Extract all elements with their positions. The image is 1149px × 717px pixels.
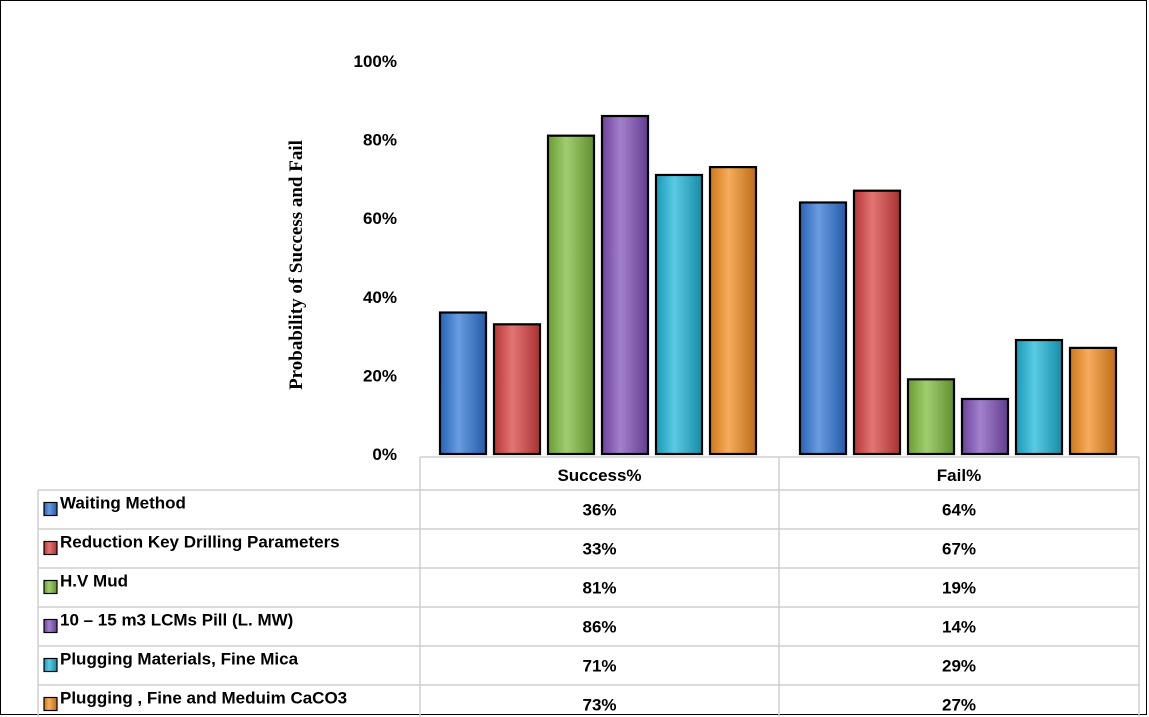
legend-label-5: Plugging Materials, Fine Mica — [60, 650, 299, 669]
data-label-success-6: 73% — [582, 696, 616, 715]
bar-fail-series-2 — [852, 189, 902, 456]
y-axis-label: Probability of Success and Fail — [286, 140, 307, 390]
legend-label-3: H.V Mud — [60, 572, 128, 591]
bar-fail-series-3 — [906, 378, 956, 456]
data-label-fail-3: 19% — [942, 579, 976, 598]
legend-label-2: Reduction Key Drilling Parameters — [60, 533, 340, 552]
bar-success-series-6 — [708, 166, 758, 456]
y-tick-label: 60% — [363, 209, 397, 228]
bar-fail-series-5 — [1014, 338, 1064, 456]
data-label-success-4: 86% — [582, 618, 616, 637]
data-label-success-2: 33% — [582, 540, 616, 559]
bar-success-series-2 — [492, 323, 542, 456]
bar-success-series-5 — [654, 173, 704, 456]
bar-success-series-4 — [600, 114, 650, 456]
bar-fail-series-4 — [960, 397, 1010, 456]
legend-key-2 — [43, 540, 58, 556]
legend-label-1: Waiting Method — [60, 494, 186, 513]
data-label-fail-6: 27% — [942, 696, 976, 715]
category-label-fail: Fail% — [937, 466, 981, 485]
y-tick-label: 0% — [372, 445, 397, 464]
data-label-success-3: 81% — [582, 579, 616, 598]
data-label-success-1: 36% — [582, 501, 616, 520]
data-label-success-5: 71% — [582, 657, 616, 676]
data-label-fail-2: 67% — [942, 540, 976, 559]
y-tick-label: 100% — [354, 52, 397, 71]
legend-key-1 — [43, 501, 58, 517]
bar-success-series-1 — [438, 311, 488, 456]
bar-success-series-3 — [546, 134, 596, 456]
data-label-fail-1: 64% — [942, 501, 976, 520]
data-label-fail-4: 14% — [942, 618, 976, 637]
y-tick-label: 20% — [363, 366, 397, 385]
category-label-success: Success% — [557, 466, 641, 485]
y-tick-label: 80% — [363, 131, 397, 150]
legend-key-3 — [43, 579, 58, 595]
legend-key-5 — [43, 657, 58, 673]
y-tick-label: 40% — [363, 288, 397, 307]
legend-key-6 — [43, 696, 58, 712]
legend-label-6: Plugging , Fine and Meduim CaCO3 — [60, 689, 347, 708]
data-label-fail-5: 29% — [942, 657, 976, 676]
bar-fail-series-1 — [798, 201, 848, 456]
legend-key-4 — [43, 618, 58, 634]
legend-label-4: 10 – 15 m3 LCMs Pill (L. MW) — [60, 611, 293, 630]
bar-fail-series-6 — [1068, 346, 1118, 456]
